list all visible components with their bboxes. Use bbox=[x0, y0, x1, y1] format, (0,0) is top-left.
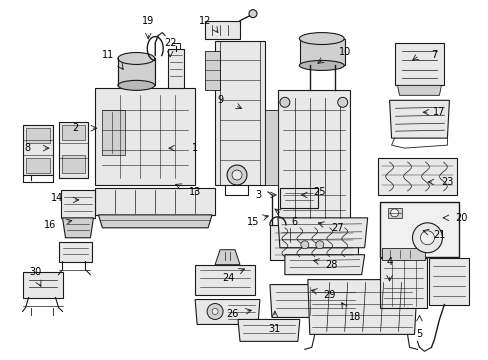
Ellipse shape bbox=[299, 32, 344, 45]
Polygon shape bbox=[61, 125, 85, 140]
Polygon shape bbox=[168, 49, 184, 88]
Polygon shape bbox=[95, 188, 215, 215]
Text: 7: 7 bbox=[430, 50, 437, 60]
Polygon shape bbox=[397, 85, 441, 95]
Polygon shape bbox=[59, 122, 88, 178]
Polygon shape bbox=[279, 188, 317, 208]
Circle shape bbox=[390, 209, 398, 217]
Circle shape bbox=[337, 97, 347, 107]
Text: 22: 22 bbox=[163, 37, 176, 48]
Polygon shape bbox=[59, 242, 92, 262]
Polygon shape bbox=[269, 285, 359, 318]
Polygon shape bbox=[428, 258, 468, 305]
Polygon shape bbox=[307, 280, 417, 334]
Text: 8: 8 bbox=[24, 143, 31, 153]
Text: 13: 13 bbox=[189, 187, 201, 197]
Text: 6: 6 bbox=[291, 217, 297, 227]
Ellipse shape bbox=[118, 80, 154, 90]
Polygon shape bbox=[238, 319, 299, 341]
Text: 17: 17 bbox=[432, 107, 445, 117]
Polygon shape bbox=[269, 225, 357, 260]
Polygon shape bbox=[285, 255, 364, 275]
Polygon shape bbox=[22, 272, 62, 298]
Polygon shape bbox=[25, 158, 49, 173]
Polygon shape bbox=[215, 250, 240, 265]
Polygon shape bbox=[394, 42, 444, 85]
Text: 26: 26 bbox=[225, 310, 238, 319]
Text: 1: 1 bbox=[192, 143, 198, 153]
Text: 30: 30 bbox=[29, 267, 41, 276]
Polygon shape bbox=[215, 41, 264, 185]
Polygon shape bbox=[264, 110, 277, 185]
Polygon shape bbox=[62, 218, 93, 238]
Text: 20: 20 bbox=[454, 213, 467, 223]
Text: 4: 4 bbox=[386, 257, 392, 267]
Polygon shape bbox=[277, 90, 349, 225]
Text: 19: 19 bbox=[142, 15, 154, 26]
Text: 28: 28 bbox=[325, 260, 337, 270]
Polygon shape bbox=[195, 265, 254, 294]
Circle shape bbox=[232, 170, 242, 180]
Text: 15: 15 bbox=[246, 217, 259, 227]
Polygon shape bbox=[102, 110, 125, 155]
Circle shape bbox=[412, 223, 442, 253]
Polygon shape bbox=[387, 208, 401, 218]
Polygon shape bbox=[389, 100, 448, 138]
Text: 24: 24 bbox=[222, 273, 234, 283]
Polygon shape bbox=[195, 300, 260, 324]
Bar bbox=[379, 202, 458, 257]
Circle shape bbox=[248, 10, 256, 18]
Circle shape bbox=[420, 231, 433, 245]
Polygon shape bbox=[95, 88, 195, 185]
Polygon shape bbox=[277, 218, 367, 248]
Text: 31: 31 bbox=[268, 324, 281, 334]
Ellipse shape bbox=[118, 53, 154, 64]
Text: 29: 29 bbox=[323, 289, 335, 300]
Bar bbox=[204, 21, 240, 39]
Text: 23: 23 bbox=[440, 177, 453, 187]
Polygon shape bbox=[61, 190, 95, 218]
Polygon shape bbox=[299, 39, 344, 66]
Text: 27: 27 bbox=[331, 223, 343, 233]
Text: 16: 16 bbox=[44, 220, 57, 230]
Circle shape bbox=[207, 303, 223, 319]
Text: 2: 2 bbox=[72, 123, 79, 133]
Text: 9: 9 bbox=[217, 95, 223, 105]
Text: 11: 11 bbox=[102, 50, 114, 60]
Polygon shape bbox=[61, 155, 85, 173]
Circle shape bbox=[315, 241, 323, 249]
Circle shape bbox=[226, 165, 246, 185]
Text: 3: 3 bbox=[254, 190, 261, 200]
Circle shape bbox=[279, 97, 289, 107]
Text: 18: 18 bbox=[348, 312, 360, 323]
Text: 10: 10 bbox=[338, 48, 350, 58]
Polygon shape bbox=[25, 128, 49, 143]
Text: 25: 25 bbox=[313, 187, 325, 197]
Polygon shape bbox=[118, 58, 155, 85]
Text: 12: 12 bbox=[199, 15, 211, 26]
Text: 21: 21 bbox=[432, 230, 445, 240]
Polygon shape bbox=[204, 50, 220, 90]
Polygon shape bbox=[22, 125, 52, 175]
Polygon shape bbox=[98, 215, 212, 228]
Polygon shape bbox=[377, 158, 456, 195]
Polygon shape bbox=[379, 258, 427, 307]
Polygon shape bbox=[381, 248, 425, 260]
Ellipse shape bbox=[299, 60, 344, 71]
Circle shape bbox=[300, 241, 308, 249]
Text: 5: 5 bbox=[415, 329, 422, 339]
Text: 14: 14 bbox=[51, 193, 63, 203]
Circle shape bbox=[212, 309, 218, 315]
